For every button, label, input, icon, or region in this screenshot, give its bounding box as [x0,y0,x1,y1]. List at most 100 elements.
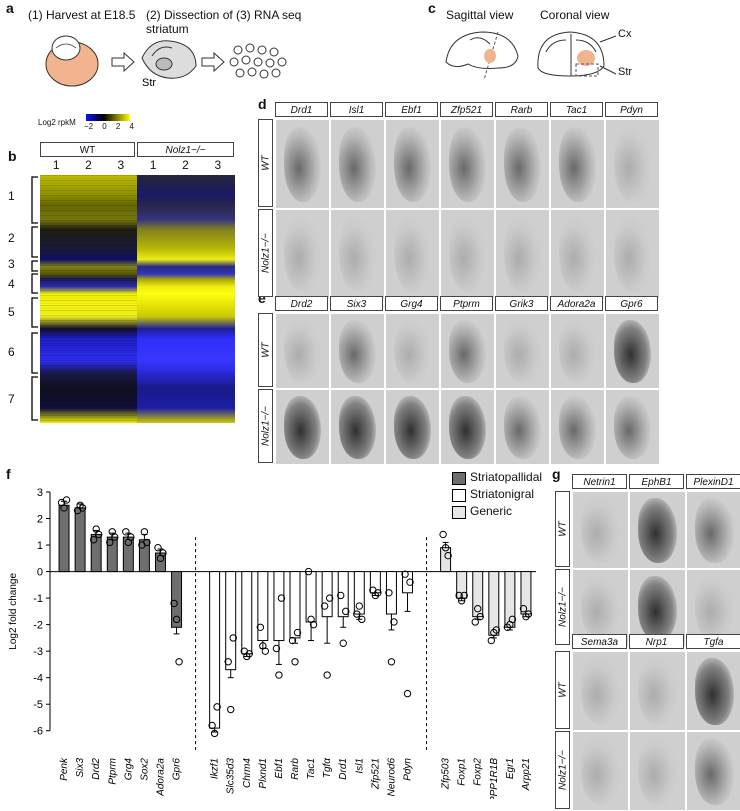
data-point [288,636,297,645]
ish-image-isl1-wt [330,119,385,209]
bar-Penk [58,504,70,573]
scale-ticks: −2 0 2 4 [84,122,134,131]
sagittal-brain-icon [445,31,519,81]
data-point [476,612,484,621]
row-label-nolz1: Nolz1−/− [258,209,273,297]
gene-header-gpr6: Gpr6 [605,296,658,311]
data-point [208,721,216,730]
row-label-wt: WT [258,119,273,207]
x-tick-label-Tgfα: Tgfα [322,758,333,778]
data-point [325,594,334,602]
x-tick-label-Egr1: Egr1 [505,758,516,779]
y-tick-label: -2 [33,620,43,632]
coronal-label: Coronal view [540,8,610,22]
y-tick-label: -6 [33,726,43,738]
x-tick-label-Sox2: Sox2 [139,758,150,781]
legend-swatch [452,489,466,502]
data-point [172,615,181,624]
bar-Ebf1 [273,571,285,642]
ish-image-sema3a-nolz1 [572,731,629,811]
ish-image-pdyn-nolz1 [605,209,660,299]
ish-image-nrp1-nolz1 [629,731,686,811]
ish-image-six3-wt [330,313,385,389]
x-tick-label-Rarb: Rarb [290,758,301,780]
data-point [460,591,468,600]
data-point [210,729,219,738]
data-point [245,650,253,658]
bar-Rarb [289,571,301,639]
data-point [256,623,265,631]
data-point [106,538,114,547]
bar-Neurod6 [385,571,397,615]
legend-swatch [452,472,466,485]
data-point [89,536,98,544]
cluster-label-7: 7 [8,392,15,406]
data-point [127,533,135,541]
data-point [159,549,167,557]
cx-label: Cx [618,28,632,40]
panel-label-b: b [8,148,17,164]
bar-Egr1 [504,571,516,628]
ish-image-netrin1-wt [572,491,629,569]
x-tick-label-Slc35d3: Slc35d3 [226,758,237,795]
gene-header-ebf1: Ebf1 [385,102,438,117]
ish-image-tgfa-nolz1 [686,731,740,811]
data-point [385,589,393,597]
str-label: Str [142,77,156,89]
y-tick-label: -1 [33,593,43,605]
x-tick-label-Foxp2: Foxp2 [473,758,484,786]
data-point [387,658,396,666]
color-scale-bar [86,114,130,121]
bar-Pdyn [402,571,414,594]
row-label-wt: WT [258,313,273,387]
bar-Tac1 [305,571,317,623]
x-tick-label-Neurod6: Neurod6 [386,758,397,797]
step1-label: (1) Harvest at E18.5 [28,8,136,22]
ish-image-six3-nolz1 [330,389,385,465]
data-point [170,599,178,608]
x-tick-label-Zfp521: Zfp521 [370,758,381,790]
x-tick-label-Isl1: Isl1 [354,758,365,774]
group-header-nolz1: Nolz1−/− [137,142,234,157]
x-tick-label-Ikzf1: Ikzf1 [210,758,221,779]
data-point [213,703,221,711]
data-point [441,544,450,552]
cluster-label-3: 3 [8,257,15,271]
ish-image-drd1-nolz1 [275,209,330,299]
ish-image-tac1-nolz1 [550,209,605,299]
data-point [337,591,345,600]
gene-header-pdyn: Pdyn [605,102,658,117]
data-point [401,570,409,578]
bar-Ptprm [106,536,118,573]
data-point [304,567,313,576]
x-tick-label-Grg4: Grg4 [123,758,134,781]
x-tick-label-Ptprm: Ptprm [107,758,118,785]
x-tick-label-Tac1: Tac1 [306,758,317,779]
ish-image-grg4-wt [385,313,440,389]
y-tick-label: -4 [33,673,43,685]
ish-image-grik3-wt [495,313,550,389]
data-point [154,544,162,552]
x-tick-label-PPP1R1B: PPP1R1B [489,758,500,799]
data-point [342,607,350,616]
ish-image-grik3-nolz1 [495,389,550,465]
data-point [358,615,366,624]
ish-image-rarb-wt [495,119,550,209]
data-point [403,689,412,698]
bar-Tgfα [321,571,333,618]
ish-image-sema3a-wt [572,651,629,731]
data-point [224,658,232,666]
data-point [122,528,130,536]
y-tick-label: 3 [37,487,43,499]
data-point [261,647,270,655]
ish-image-gpr6-wt [605,313,660,389]
gene-header-grik3: Grik3 [495,296,548,311]
data-point [444,551,452,560]
arrow-icon [111,51,135,73]
gene-header-drd2: Drd2 [275,296,328,311]
gene-header-nrp1: Nrp1 [629,634,684,649]
replicate-labels: 1 2 3 1 2 3 [52,158,222,172]
ish-image-drd1-wt [275,119,330,209]
x-tick-label-Penk: Penk [59,757,70,781]
x-tick-label-Chrm4: Chrm4 [242,758,253,788]
